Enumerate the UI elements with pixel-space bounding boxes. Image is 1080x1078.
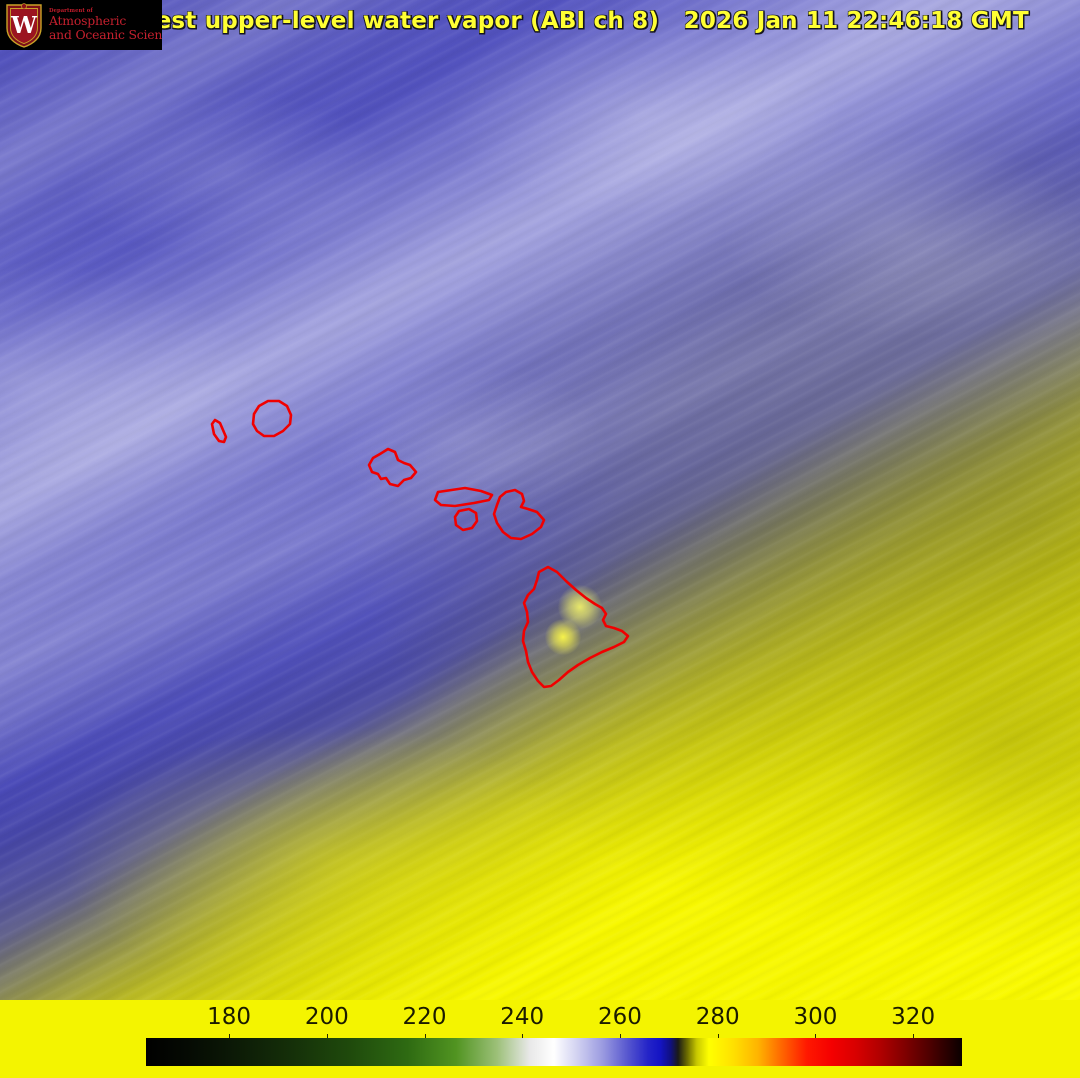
uw-madison-w-crest-icon: W bbox=[4, 2, 44, 48]
moisture-plume-tertiary bbox=[0, 0, 1080, 1000]
island-outline-molokai bbox=[433, 486, 494, 508]
svg-text:W: W bbox=[10, 12, 38, 39]
moisture-plume-primary bbox=[0, 0, 1080, 1000]
colorbar-gradient bbox=[146, 1038, 962, 1066]
logo-line-atmospheric: Atmospheric bbox=[49, 13, 127, 29]
island-outline-hawaii bbox=[521, 565, 630, 689]
cloud-streak-texture-fine bbox=[0, 0, 1080, 1000]
uw-madison-aos-logo: W Department of Atmospheric and Oceanic … bbox=[0, 0, 162, 50]
island-outline-maui bbox=[492, 488, 546, 541]
colorbar-label-300: 300 bbox=[793, 1004, 838, 1030]
logo-line-oceanic: and Oceanic Sciences bbox=[49, 26, 162, 42]
island-outline-niihau bbox=[210, 418, 228, 444]
colorbar-label-260: 260 bbox=[598, 1004, 642, 1030]
colorbar-label-240: 240 bbox=[500, 1004, 545, 1030]
island-outline-oahu bbox=[367, 447, 418, 488]
colorbar-label-320: 320 bbox=[891, 1004, 936, 1030]
colorbar-area: 180 200 220 240 260 280 300 320 bbox=[0, 1000, 1080, 1078]
moisture-plume-secondary bbox=[0, 0, 1080, 1000]
logo-text-block: Department of Atmospheric and Oceanic Sc… bbox=[49, 7, 162, 42]
colorbar-label-180: 180 bbox=[207, 1004, 252, 1030]
island-outline-lanai bbox=[453, 507, 479, 532]
colorbar-tick-labels: 180 200 220 240 260 280 300 320 bbox=[0, 1004, 1080, 1042]
satellite-image bbox=[0, 0, 1080, 1000]
island-outline-kauai bbox=[251, 399, 293, 438]
cloud-mottle-texture bbox=[0, 0, 1080, 1000]
logo-department-line: Department of bbox=[49, 7, 93, 14]
colorbar-label-220: 220 bbox=[402, 1004, 447, 1030]
island-outline-overlay bbox=[210, 399, 630, 689]
colorbar-label-280: 280 bbox=[695, 1004, 740, 1030]
colorbar-label-200: 200 bbox=[304, 1004, 349, 1030]
cloud-streak-texture-coarse bbox=[0, 0, 1080, 1000]
page-title: GOES West upper-level water vapor (ABI c… bbox=[51, 8, 1029, 34]
